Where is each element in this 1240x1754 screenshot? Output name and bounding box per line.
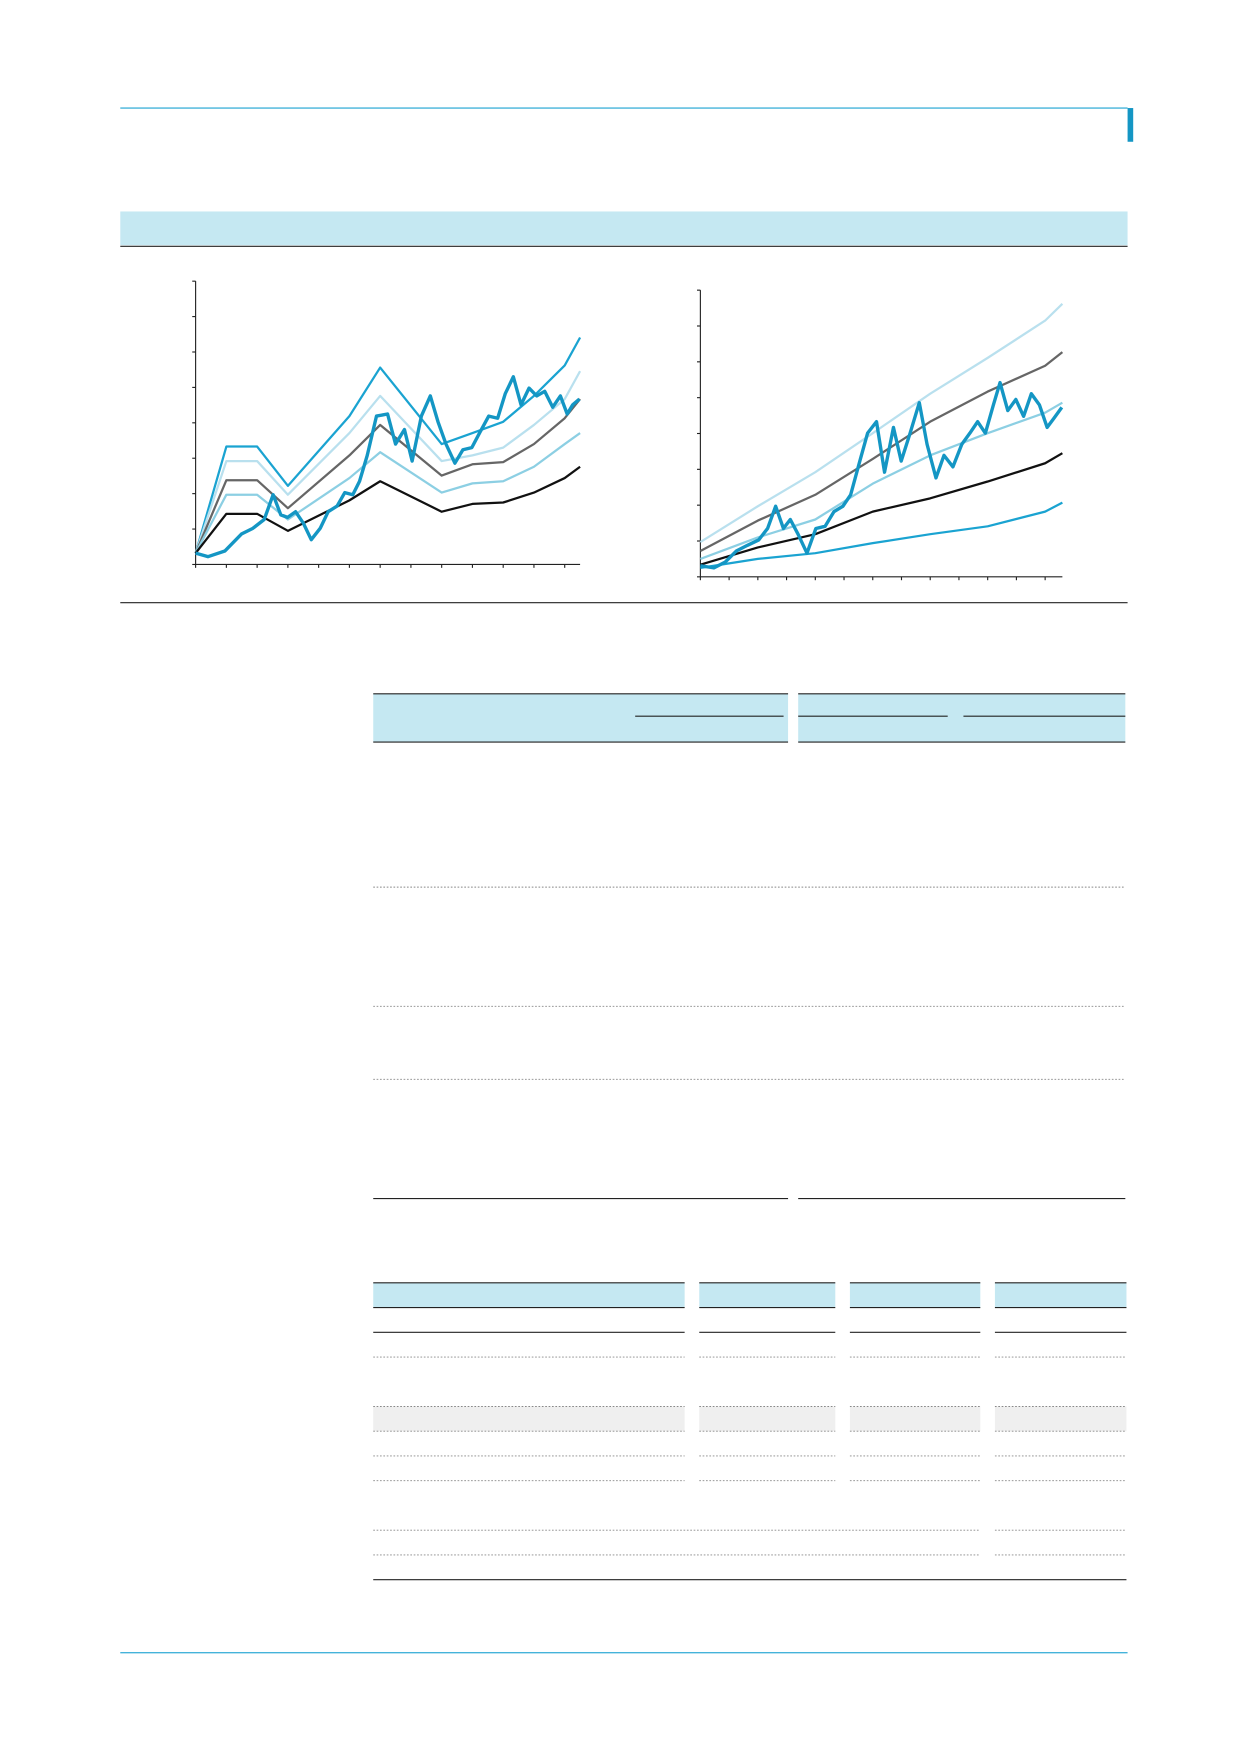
- table-header: [373, 693, 789, 743]
- series-line: [700, 501, 1063, 569]
- table-header: [994, 1282, 1127, 1308]
- shaded-row: [849, 1406, 981, 1432]
- header-tab: [1127, 108, 1134, 142]
- table-header: [373, 1282, 685, 1308]
- series-line: [194, 398, 581, 554]
- table-2: [373, 1282, 1127, 1581]
- series-line: [194, 336, 582, 554]
- series-line: [194, 432, 581, 554]
- shaded-row: [699, 1406, 836, 1432]
- series-line: [699, 401, 1063, 560]
- table-1: [373, 693, 1126, 1200]
- series-line: [194, 370, 582, 554]
- shaded-row: [994, 1406, 1127, 1432]
- chart: [192, 280, 582, 568]
- series-line: [195, 375, 581, 559]
- series-line: [700, 452, 1063, 566]
- section-band: [120, 211, 1128, 246]
- series-line: [699, 302, 1064, 544]
- table-header: [849, 1282, 981, 1308]
- series-line: [700, 380, 1064, 570]
- chart: [697, 289, 1064, 581]
- table-header: [798, 693, 1126, 743]
- series-line: [699, 351, 1064, 553]
- table-header: [699, 1282, 836, 1308]
- shaded-row: [373, 1406, 685, 1432]
- series-line: [194, 465, 581, 554]
